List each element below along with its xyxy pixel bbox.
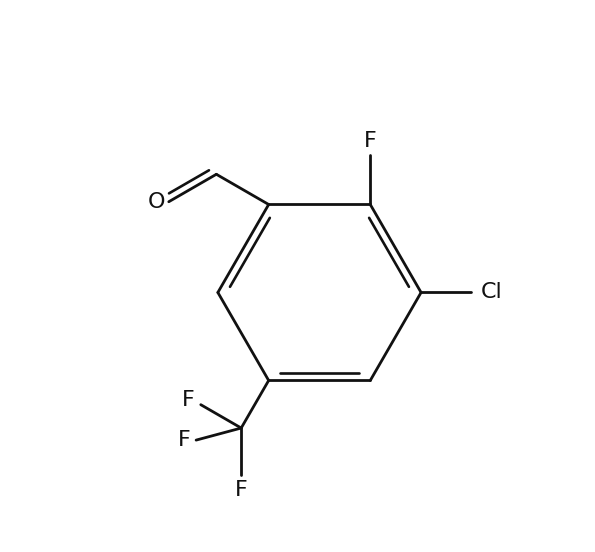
- Text: Cl: Cl: [481, 283, 502, 302]
- Text: F: F: [364, 131, 377, 151]
- Text: F: F: [182, 390, 195, 410]
- Text: O: O: [148, 192, 165, 212]
- Text: F: F: [235, 480, 248, 500]
- Text: F: F: [178, 430, 190, 450]
